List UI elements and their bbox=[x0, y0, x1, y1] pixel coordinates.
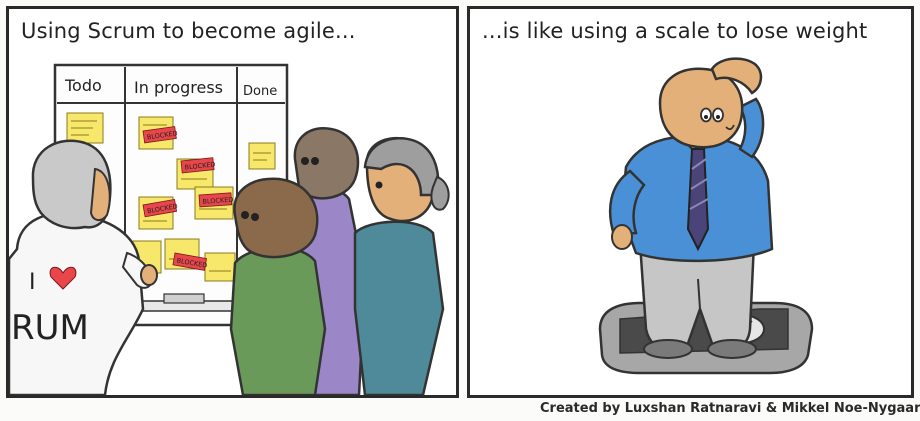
shirt-text-i: I bbox=[29, 270, 36, 295]
sticky-note bbox=[248, 142, 276, 170]
blocked-label: BLOCKED bbox=[142, 126, 178, 144]
svg-text:BLOCKED: BLOCKED bbox=[184, 160, 216, 171]
left-caption: Using Scrum to become agile... bbox=[21, 19, 356, 43]
blocked-label: BLOCKED bbox=[142, 198, 178, 218]
man-legs bbox=[638, 241, 757, 359]
left-comic-panel: Using Scrum to become agile... Todo In p… bbox=[6, 6, 459, 398]
scrum-master-figure: I RUM bbox=[9, 139, 158, 395]
man-head bbox=[658, 57, 763, 149]
column-header-in-progress: In progress bbox=[134, 78, 223, 97]
column-header-done: Done bbox=[243, 84, 277, 99]
shirt-text-rum: RUM bbox=[11, 308, 89, 348]
scrum-board-scene: Todo In progress Done BLOCKED BLOCKED BL… bbox=[9, 63, 450, 395]
blocked-label: BLOCKED bbox=[172, 252, 208, 271]
sticky-note bbox=[204, 252, 236, 282]
right-caption: ...is like using a scale to lose weight bbox=[482, 19, 868, 43]
heart-icon bbox=[49, 266, 77, 290]
right-comic-panel: ...is like using a scale to lose weight bbox=[467, 6, 914, 398]
sticky-note bbox=[66, 112, 104, 144]
blocked-labels: BLOCKED BLOCKED BLOCKED BLOCKED BLOCKED bbox=[142, 126, 234, 271]
scale-scene bbox=[598, 57, 814, 375]
column-header-todo: Todo bbox=[64, 76, 102, 95]
team-member-teal bbox=[353, 136, 450, 395]
credit-line: Created by Luxshan Ratnaravi & Mikkel No… bbox=[540, 401, 920, 416]
blocked-label: BLOCKED bbox=[198, 192, 234, 208]
team-member-green bbox=[229, 177, 327, 395]
blocked-label: BLOCKED bbox=[180, 157, 216, 174]
tie bbox=[686, 148, 710, 252]
svg-text:BLOCKED: BLOCKED bbox=[202, 196, 233, 206]
